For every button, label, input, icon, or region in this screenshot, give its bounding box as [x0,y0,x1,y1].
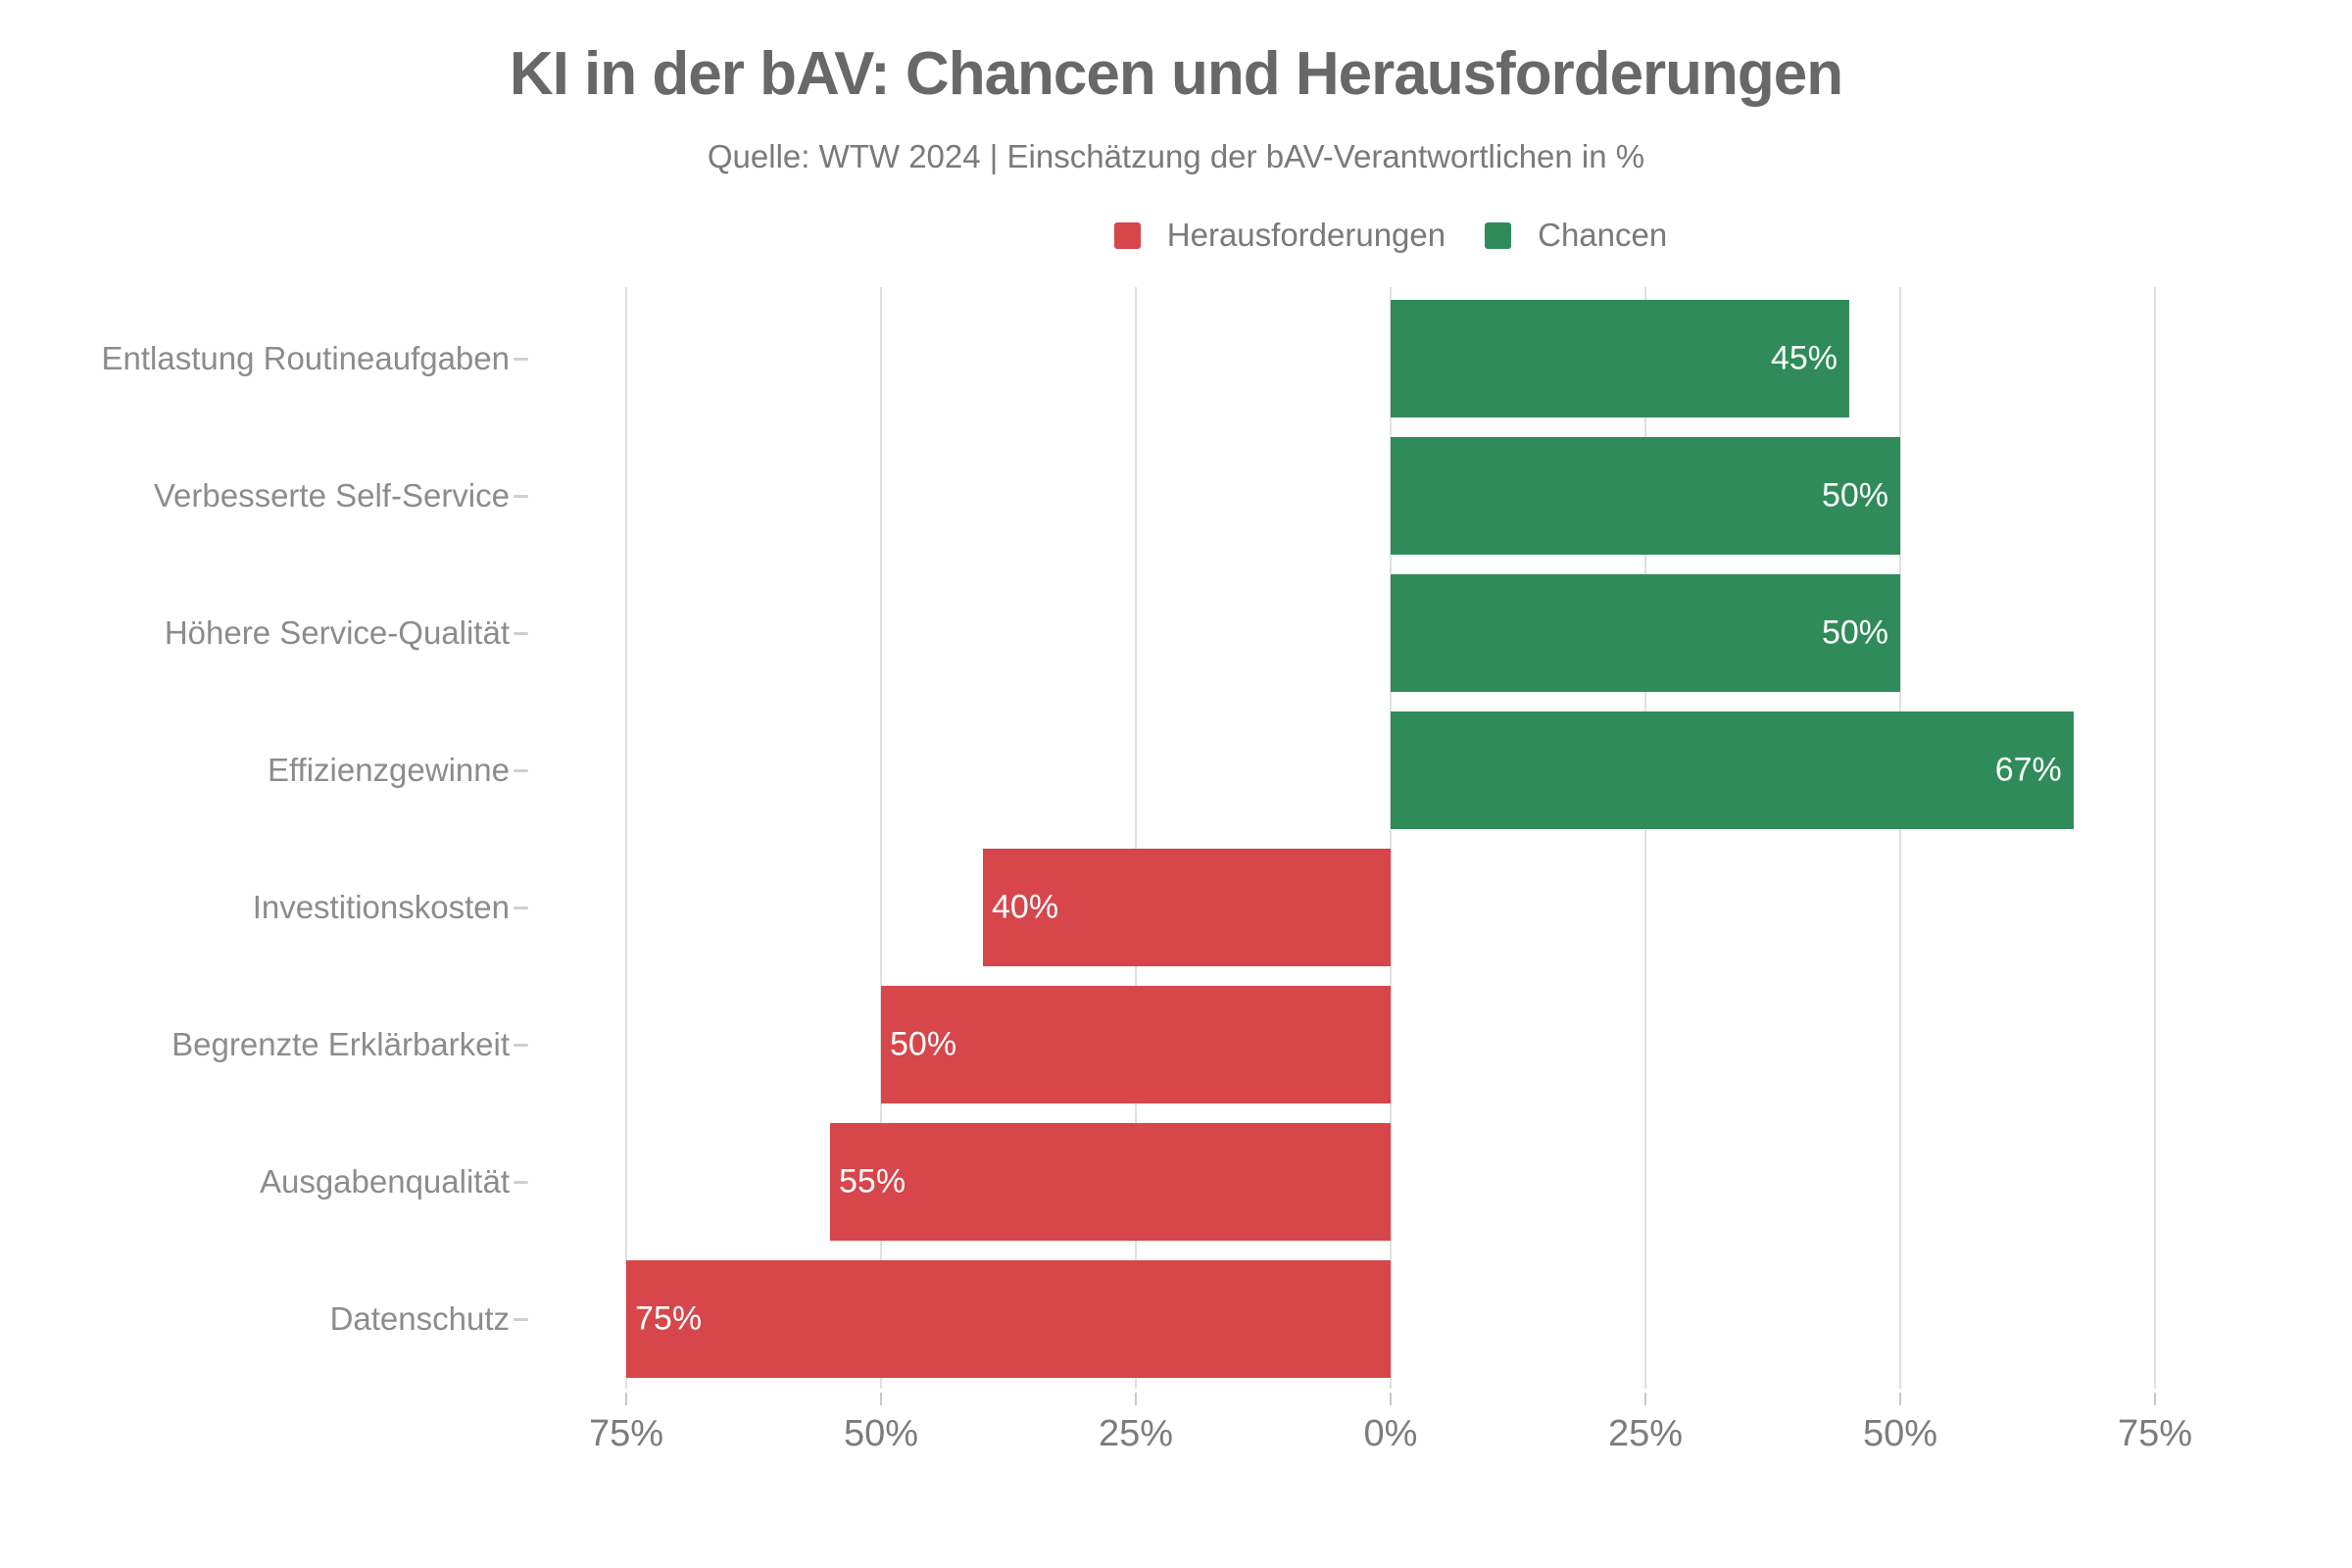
bar-chancen: 45% [1391,300,1849,417]
x-tick-label: 25% [1098,1413,1174,1454]
gridline [1899,287,1901,1389]
x-tick-label: 0% [1363,1413,1418,1454]
category-label: Ausgabenqualität [259,1163,510,1200]
herausforderungen-swatch-icon [1113,221,1141,249]
chart-title: KI in der bAV: Chancen und Herausforderu… [509,40,1843,108]
category-label: Verbesserte Self-Service [153,477,510,514]
x-tick-mark [625,1393,627,1405]
legend: Herausforderungen Chancen [626,217,2155,254]
gridline [880,287,882,1389]
y-tick-mark [514,358,528,361]
bar-value-label: 75% [635,1299,703,1338]
gridline [625,287,627,1389]
gridline [1135,287,1137,1389]
bar-value-label: 55% [839,1162,906,1200]
x-tick-mark [1899,1393,1901,1405]
plot-area: 45% 50% 50% 67% 40% 50% 55% 75% [625,287,2156,1389]
y-tick-mark [514,769,528,772]
x-tick-mark [880,1393,882,1405]
bar-chancen: 50% [1391,437,1900,555]
x-tick-mark [1135,1393,1137,1405]
x-tick-label: 50% [843,1413,919,1454]
gridline [2154,287,2156,1389]
y-tick-mark [514,632,528,635]
bar-value-label: 40% [992,888,1059,926]
gridline [1390,287,1392,1389]
legend-label-chancen: Chancen [1538,217,1668,253]
category-label: Entlastung Routineaufgaben [101,340,511,376]
bar-value-label: 45% [1770,339,1838,377]
bar-herausforderungen: 75% [626,1260,1391,1378]
y-tick-mark [514,906,528,909]
category-label: Investitionskosten [252,889,510,925]
bar-herausforderungen: 50% [881,986,1391,1103]
x-tick-label: 25% [1607,1413,1684,1454]
bar-chancen: 67% [1391,711,2074,829]
legend-item-chancen: Chancen [1485,217,1667,254]
legend-item-herausforderungen: Herausforderungen [1113,217,1446,254]
bar-value-label: 50% [1821,476,1888,514]
bar-value-label: 67% [1994,751,2062,789]
x-tick-mark [1390,1393,1392,1405]
category-label: Datenschutz [329,1300,510,1337]
legend-label-herausforderungen: Herausforderungen [1166,217,1446,253]
bar-chancen: 50% [1391,574,1900,692]
category-label: Effizienzgewinne [267,752,510,788]
chart-subtitle: Quelle: WTW 2024 | Einschätzung der bAV-… [707,138,1645,174]
x-tick-label: 75% [2117,1413,2193,1454]
bar-herausforderungen: 40% [983,849,1391,966]
bar-value-label: 50% [1821,613,1888,652]
gridline [1644,287,1646,1389]
y-tick-mark [514,495,528,498]
category-label: Begrenzte Erklärbarkeit [172,1026,510,1062]
x-tick-mark [1644,1393,1646,1405]
bar-value-label: 50% [890,1025,957,1063]
x-tick-label: 50% [1862,1413,1938,1454]
x-tick-label: 75% [588,1413,664,1454]
chancen-swatch-icon [1485,221,1512,249]
y-tick-mark [514,1181,528,1184]
bar-herausforderungen: 55% [830,1123,1391,1241]
category-label: Höhere Service-Qualität [164,614,510,651]
x-tick-mark [2154,1393,2156,1405]
y-tick-mark [514,1044,528,1047]
y-tick-mark [514,1318,528,1321]
